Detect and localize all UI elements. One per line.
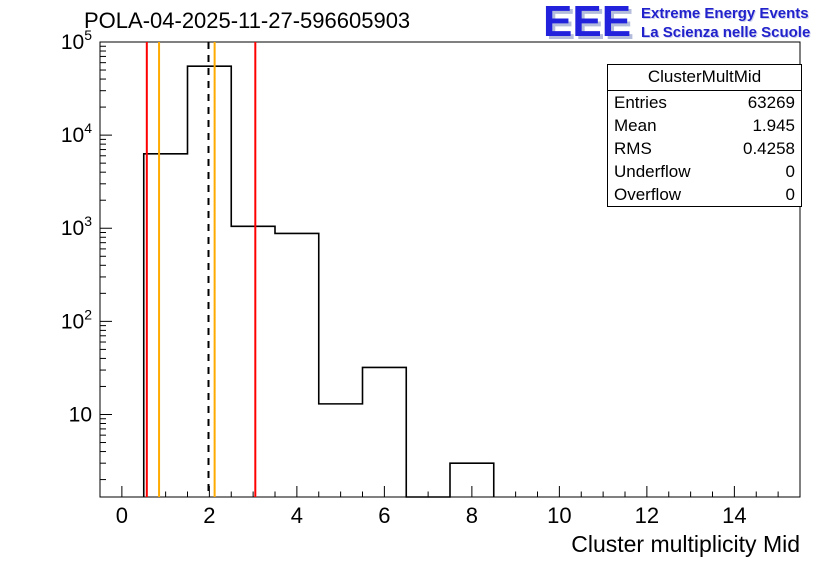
x-tick-label: 4 — [291, 503, 303, 528]
y-tick-label: 10 — [69, 403, 92, 426]
stats-row: Underflow 0 — [608, 160, 801, 183]
x-tick-label: 2 — [203, 503, 215, 528]
stats-row: RMS 0.4258 — [608, 137, 801, 160]
eee-logo-subtitles: Extreme Energy Events La Scienza nelle S… — [641, 4, 810, 42]
x-tick-label: 12 — [635, 503, 659, 528]
stats-row-value: 0 — [785, 161, 795, 181]
stats-box: ClusterMultMid Entries 63269 Mean 1.945 … — [607, 64, 802, 207]
stats-row-value: 0 — [785, 184, 795, 204]
stats-row-label: Mean — [614, 115, 657, 135]
eee-logo-subtitle-1: Extreme Energy Events — [641, 5, 809, 22]
page-title: POLA-04-2025-11-27-596605903 — [84, 8, 411, 33]
y-tick-label: 103 — [61, 213, 92, 240]
eee-logo: EEE Extreme Energy Events La Scienza nel… — [543, 0, 810, 46]
stats-row-label: Underflow — [614, 161, 691, 181]
stats-row: Mean 1.945 — [608, 114, 801, 137]
x-axis-title: Cluster multiplicity Mid — [571, 531, 800, 557]
x-tick-label: 0 — [116, 503, 128, 528]
y-tick-label: 104 — [61, 120, 92, 147]
y-tick-label: 105 — [61, 27, 92, 54]
stats-box-title: ClusterMultMid — [608, 65, 801, 91]
stats-row: Entries 63269 — [608, 91, 801, 114]
eee-logo-acronym: EEE — [543, 0, 632, 46]
histogram-line — [142, 65, 495, 498]
eee-logo-subtitle-2: La Scienza nelle Scuole — [641, 24, 811, 41]
stats-row-label: Entries — [614, 92, 667, 112]
stats-row-value: 1.945 — [752, 115, 795, 135]
stats-row-label: Overflow — [614, 184, 682, 204]
stats-row-label: RMS — [614, 138, 652, 158]
stats-row: Overflow 0 — [608, 183, 801, 206]
x-tick-label: 10 — [547, 503, 571, 528]
x-tick-label: 14 — [722, 503, 746, 528]
y-tick-label: 102 — [61, 306, 92, 333]
stats-row-value: 0.4258 — [743, 138, 795, 158]
x-tick-label: 6 — [378, 503, 390, 528]
stats-row-value: 63269 — [747, 92, 795, 112]
x-tick-label: 8 — [466, 503, 478, 528]
